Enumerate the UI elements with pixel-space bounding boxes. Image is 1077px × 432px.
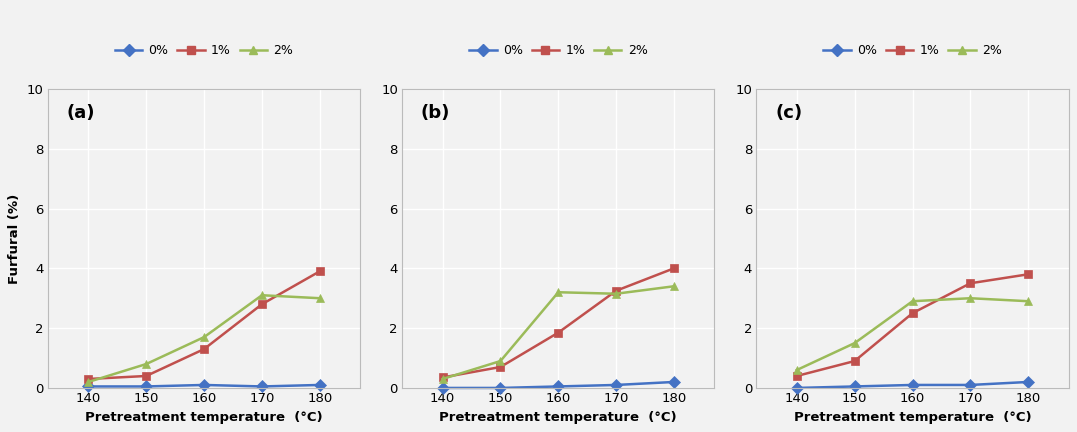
X-axis label: Pretreatment temperature  (°C): Pretreatment temperature (°C) xyxy=(794,411,1032,424)
Text: (a): (a) xyxy=(67,104,95,122)
Legend: 0%, 1%, 2%: 0%, 1%, 2% xyxy=(823,44,1002,57)
Legend: 0%, 1%, 2%: 0%, 1%, 2% xyxy=(470,44,647,57)
Text: (c): (c) xyxy=(775,104,802,122)
Legend: 0%, 1%, 2%: 0%, 1%, 2% xyxy=(115,44,293,57)
Y-axis label: Furfural (%): Furfural (%) xyxy=(9,193,22,283)
X-axis label: Pretreatment temperature  (°C): Pretreatment temperature (°C) xyxy=(439,411,677,424)
Text: (b): (b) xyxy=(421,104,450,122)
X-axis label: Pretreatment temperature  (°C): Pretreatment temperature (°C) xyxy=(85,411,323,424)
